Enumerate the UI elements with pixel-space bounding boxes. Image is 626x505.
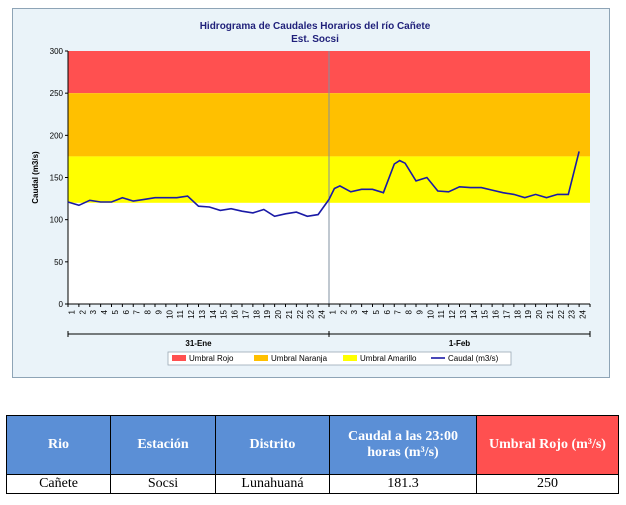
x-tick-label: 5 xyxy=(111,309,120,314)
header-estacion: Estación xyxy=(110,415,216,475)
x-tick-label: 2 xyxy=(78,309,87,314)
x-tick-label: 4 xyxy=(100,309,109,314)
x-tick-label: 17 xyxy=(241,309,250,318)
x-tick-label: 9 xyxy=(415,309,424,314)
x-tick-label: 7 xyxy=(133,309,142,314)
x-tick-label: 15 xyxy=(220,309,229,318)
x-tick-label: 15 xyxy=(481,309,490,318)
x-tick-label: 14 xyxy=(209,309,218,318)
y-tick-label: 300 xyxy=(50,47,64,56)
x-tick-label: 20 xyxy=(535,309,544,318)
y-axis-label: Caudal (m3/s) xyxy=(31,151,40,204)
x-tick-label: 16 xyxy=(492,309,501,318)
chart-subtitle: Est. Socsi xyxy=(291,34,339,45)
cell-rio: Cañete xyxy=(6,474,111,494)
y-tick-label: 100 xyxy=(50,216,64,225)
x-tick-label: 8 xyxy=(405,309,414,314)
x-tick-label: 5 xyxy=(372,309,381,314)
table-row: Cañete Socsi Lunahuaná 181.3 250 xyxy=(6,474,619,494)
x-tick-label: 6 xyxy=(122,309,131,314)
y-tick-label: 0 xyxy=(59,300,64,309)
header-umbral-rojo: Umbral Rojo (m³/s) xyxy=(476,415,619,475)
x-tick-label: 20 xyxy=(274,309,283,318)
x-tick-label: 3 xyxy=(89,309,98,314)
x-tick-label: 19 xyxy=(524,309,533,318)
x-tick-label: 24 xyxy=(318,309,327,318)
x-tick-label: 4 xyxy=(361,309,370,314)
header-distrito: Distrito xyxy=(215,415,330,475)
x-tick-label: 18 xyxy=(513,309,522,318)
x-tick-label: 24 xyxy=(579,309,588,318)
x-tick-label: 21 xyxy=(546,309,555,318)
legend-swatch xyxy=(172,355,186,361)
x-tick-label: 9 xyxy=(154,309,163,314)
header-caudal: Caudal a las 23:00 horas (m³/s) xyxy=(329,415,477,475)
x-tick-label: 21 xyxy=(285,309,294,318)
x-tick-label: 23 xyxy=(307,309,316,318)
chart-title: Hidrograma de Caudales Horarios del río … xyxy=(200,21,431,32)
x-tick-label: 13 xyxy=(459,309,468,318)
cell-distrito: Lunahuaná xyxy=(215,474,330,494)
header-rio: Rio xyxy=(6,415,111,475)
x-tick-label: 1 xyxy=(328,309,337,314)
y-tick-label: 200 xyxy=(50,131,64,140)
legend-label: Umbral Amarillo xyxy=(360,354,417,363)
x-tick-label: 2 xyxy=(339,309,348,314)
legend-label: Umbral Rojo xyxy=(189,354,234,363)
x-tick-label: 16 xyxy=(231,309,240,318)
x-tick-label: 6 xyxy=(383,309,392,314)
x-tick-label: 22 xyxy=(557,309,566,318)
x-tick-label: 17 xyxy=(502,309,511,318)
x-tick-label: 12 xyxy=(448,309,457,318)
legend-swatch xyxy=(254,355,268,361)
y-tick-label: 150 xyxy=(50,174,64,183)
station-table: Rio Estación Distrito Caudal a las 23:00… xyxy=(6,415,619,494)
x-tick-label: 13 xyxy=(198,309,207,318)
y-tick-label: 250 xyxy=(50,89,64,98)
x-tick-label: 7 xyxy=(394,309,403,314)
cell-caudal: 181.3 xyxy=(329,474,477,494)
cell-estacion: Socsi xyxy=(110,474,216,494)
x-tick-label: 11 xyxy=(437,309,446,318)
chart-frame: Hidrograma de Caudales Horarios del río … xyxy=(12,8,610,378)
y-tick-label: 50 xyxy=(54,258,63,267)
cell-umbral-rojo: 250 xyxy=(476,474,619,494)
legend-label: Caudal (m3/s) xyxy=(448,354,499,363)
x-tick-label: 11 xyxy=(176,309,185,318)
x-tick-label: 3 xyxy=(350,309,359,314)
x-tick-label: 1 xyxy=(67,309,76,314)
x-tick-label: 23 xyxy=(568,309,577,318)
caudal-series-line xyxy=(67,151,580,218)
x-tick-label: 12 xyxy=(187,309,196,318)
day-label: 1-Feb xyxy=(449,339,470,348)
hydrograph-chart: Hidrograma de Caudales Horarios del río … xyxy=(31,21,591,366)
x-tick-label: 19 xyxy=(263,309,272,318)
x-tick-label: 10 xyxy=(165,309,174,318)
x-tick-label: 10 xyxy=(426,309,435,318)
legend-box xyxy=(167,351,512,366)
legend-label: Umbral Naranja xyxy=(271,354,328,363)
day-label: 31-Ene xyxy=(185,339,212,348)
x-tick-label: 14 xyxy=(470,309,479,318)
x-tick-label: 18 xyxy=(252,309,261,318)
x-tick-label: 8 xyxy=(144,309,153,314)
x-tick-label: 22 xyxy=(296,309,305,318)
table-header-row: Rio Estación Distrito Caudal a las 23:00… xyxy=(6,415,619,475)
legend-swatch xyxy=(343,355,357,361)
